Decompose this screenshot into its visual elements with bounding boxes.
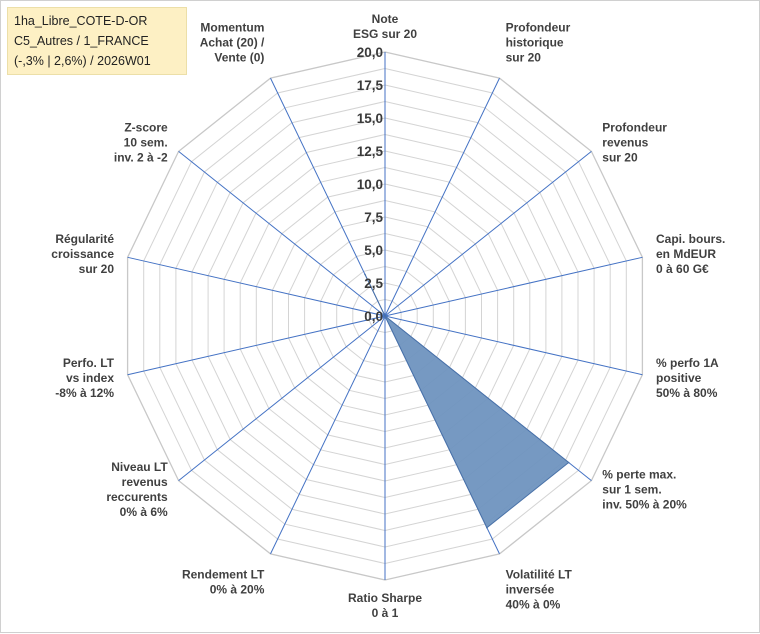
axis-spoke xyxy=(127,315,386,376)
axis-label-line: Z-score xyxy=(124,121,168,135)
axis-label-line: Niveau LT xyxy=(111,460,168,474)
axis-label-line: ESG sur 20 xyxy=(353,27,417,41)
tick-label: 2,5 xyxy=(364,276,383,291)
axis-label: % perte max.sur 1 sem.inv. 50% à 20% xyxy=(602,467,687,511)
axis-spoke xyxy=(178,151,386,317)
axis-label-line: Ratio Sharpe xyxy=(348,591,422,605)
axis-label-line: % perfo 1A xyxy=(656,356,719,370)
axis-spoke xyxy=(384,77,500,317)
tick-label: 17,5 xyxy=(357,78,384,93)
axis-label-line: reccurents xyxy=(106,490,168,504)
axis-label-line: % perte max. xyxy=(602,467,676,481)
tick-label: 10,0 xyxy=(357,177,383,192)
axis-spoke xyxy=(127,256,386,317)
axis-label-line: Capi. bours. xyxy=(656,232,725,246)
axis-spoke xyxy=(384,151,592,317)
axis-label-line: en MdEUR xyxy=(656,247,716,261)
axis-spoke xyxy=(178,315,386,481)
axis-label-line: revenus xyxy=(602,136,648,150)
axis-spoke xyxy=(384,315,643,376)
radar-series xyxy=(364,273,570,529)
axis-label-line: positive xyxy=(656,371,702,385)
axis-label-line: 50% à 80% xyxy=(656,386,718,400)
axis-label-line: 10 sem. xyxy=(124,136,168,150)
tick-label: 5,0 xyxy=(364,243,383,258)
axis-label-line: Profondeur xyxy=(602,121,667,135)
tick-label: 15,0 xyxy=(357,111,383,126)
axis-label-line: revenus xyxy=(122,475,168,489)
data-point xyxy=(364,273,366,276)
axis-label-line: sur 20 xyxy=(506,51,542,65)
axis-label-line: sur 20 xyxy=(602,151,638,165)
axis-spoke xyxy=(270,315,386,555)
data-point xyxy=(567,461,570,464)
axis-label-line: Profondeur xyxy=(506,21,571,35)
tick-label: 12,5 xyxy=(357,144,384,159)
axis-label-line: Régularité xyxy=(55,232,114,246)
axis-label-line: sur 20 xyxy=(79,262,115,276)
axis-label-line: 0% à 6% xyxy=(120,505,168,519)
radial-tick-labels: 0,0 2,5 5,0 7,5 10,0 12,5 15,0 17,5 20,0 xyxy=(357,45,384,324)
axis-label-line: Note xyxy=(372,12,399,26)
axis-label-line: 0 à 1 xyxy=(372,606,399,620)
axis-label-line: Achat (20) / xyxy=(200,36,265,50)
axis-label-line: Volatilité LT xyxy=(506,568,573,582)
axis-label-line: 40% à 0% xyxy=(506,598,561,612)
info-line-name: 1ha_Libre_COTE-D-OR xyxy=(14,14,148,28)
axis-label-line: 0% à 20% xyxy=(210,583,265,597)
axis-label-line: historique xyxy=(506,36,564,50)
tick-label: 0,0 xyxy=(364,309,383,324)
info-box: 1ha_Libre_COTE-D-OR C5_Autres / 1_FRANCE… xyxy=(7,7,187,75)
tick-label: 20,0 xyxy=(357,45,383,60)
axis-label-line: inv. 2 à -2 xyxy=(114,151,168,165)
axis-label-line: Momentum xyxy=(200,21,264,35)
axis-label-line: Perfo. LT xyxy=(63,356,115,370)
info-line-category: C5_Autres / 1_FRANCE xyxy=(14,34,149,48)
axis-spoke xyxy=(384,256,643,317)
tick-label: 7,5 xyxy=(364,210,383,225)
series-area xyxy=(364,274,570,529)
axis-label: Rendement LT0% à 20% xyxy=(182,568,265,597)
axis-label-line: vs index xyxy=(66,371,114,385)
info-line-period: (-,3% | 2,6%) / 2026W01 xyxy=(14,54,151,68)
axis-label-line: sur 1 sem. xyxy=(602,482,661,496)
axis-label-line: croissance xyxy=(51,247,114,261)
data-point xyxy=(384,315,386,317)
data-point xyxy=(486,526,488,529)
axis-label-line: 0 à 60 G€ xyxy=(656,262,709,276)
axis-label-line: Vente (0) xyxy=(214,51,264,65)
axis-label-line: -8% à 12% xyxy=(55,386,114,400)
axis-label-line: inversée xyxy=(506,583,555,597)
axis-label-line: Rendement LT xyxy=(182,568,265,582)
axis-label-line: inv. 50% à 20% xyxy=(602,497,687,511)
